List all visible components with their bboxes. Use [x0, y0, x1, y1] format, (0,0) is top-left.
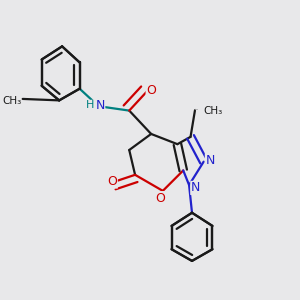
Text: N: N — [206, 154, 215, 167]
Text: N: N — [95, 99, 105, 112]
Text: CH₃: CH₃ — [2, 96, 21, 106]
Text: O: O — [155, 192, 165, 205]
Text: CH₃: CH₃ — [203, 106, 222, 116]
Text: O: O — [107, 175, 117, 188]
Text: N: N — [191, 182, 200, 194]
Text: H: H — [86, 100, 94, 110]
Text: methyl: methyl — [194, 109, 199, 110]
Text: O: O — [146, 84, 156, 97]
